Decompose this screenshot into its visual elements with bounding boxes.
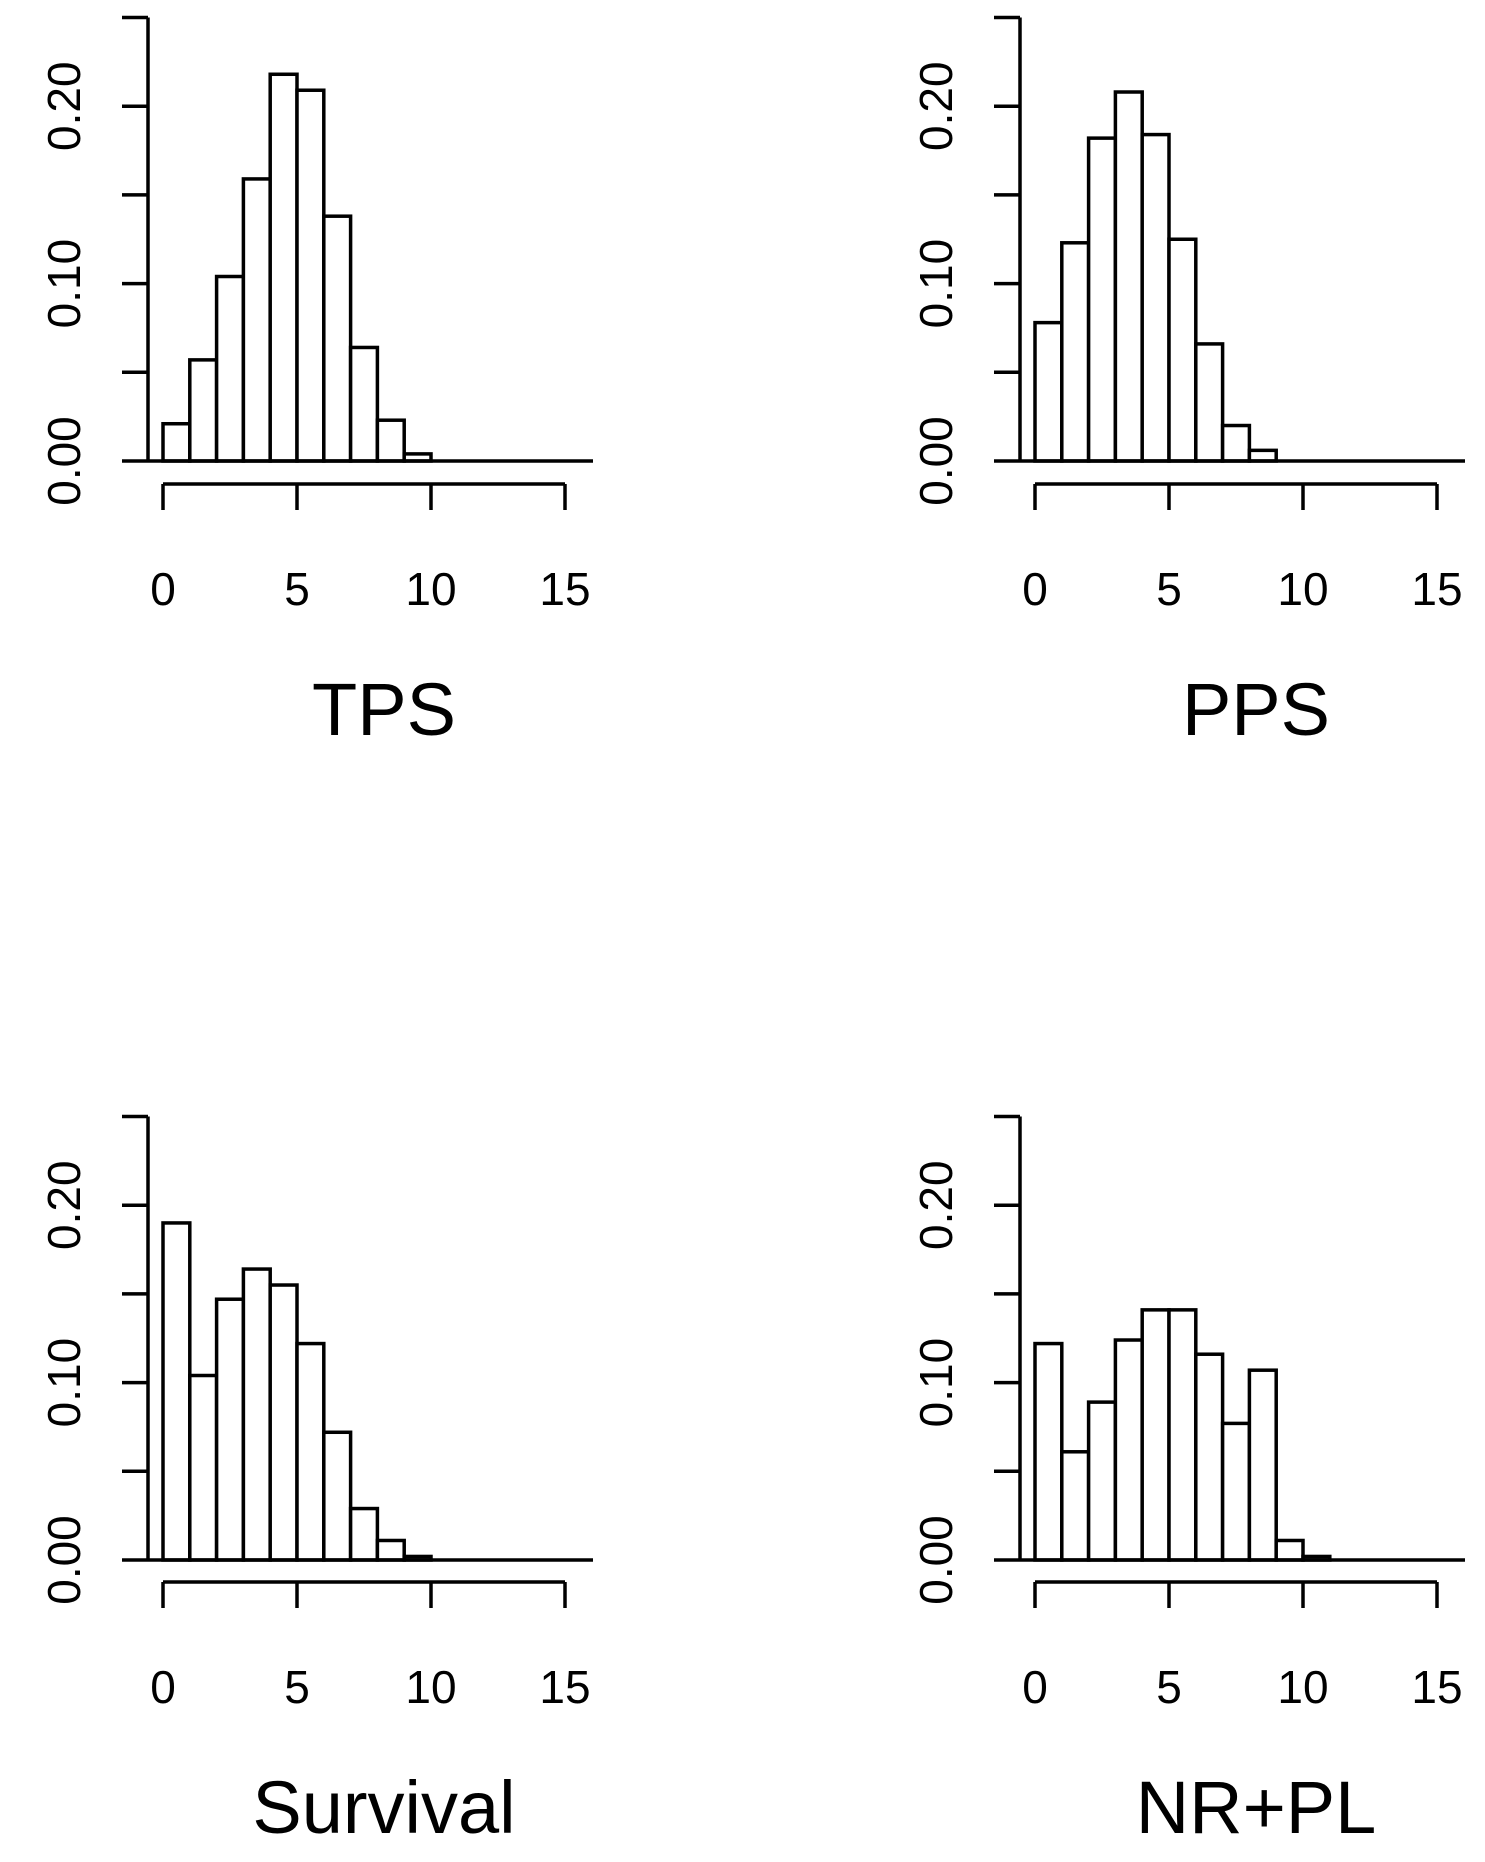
histogram-bar	[214, 1297, 246, 1562]
histogram-bar	[1086, 136, 1118, 463]
x-tick-label: 10	[405, 1661, 456, 1713]
y-tick-label: 0.00	[38, 416, 90, 506]
histogram-bar	[1167, 237, 1198, 463]
panel-survival: 0.00 0.10 0.20 0 5 10 15 Survival	[38, 1114, 593, 1849]
histogram-bar	[188, 1373, 219, 1562]
histogram-bar	[1194, 342, 1225, 463]
histogram-bar	[375, 418, 406, 463]
panel-title: TPS	[312, 668, 456, 751]
histogram-bar	[161, 421, 192, 463]
y-ticks: 0.00 0.10 0.20	[910, 1114, 1020, 1605]
histogram-bar	[295, 88, 326, 463]
y-tick-label: 0.10	[910, 1338, 962, 1428]
x-ticks: 0 5 10 15	[150, 482, 591, 615]
histogram-bar	[1220, 423, 1252, 463]
histogram-bar	[1140, 1308, 1171, 1562]
histogram-bar	[1060, 241, 1091, 463]
histogram-bar	[375, 1538, 406, 1562]
histogram-bar	[161, 1221, 192, 1562]
histogram-bar	[188, 358, 219, 463]
histogram-bar	[1086, 1400, 1118, 1562]
x-tick-label: 15	[539, 563, 590, 615]
panel-pps: 0.00 0.10 0.20 0 5 10 15 PPS	[910, 15, 1465, 751]
histogram-bars	[1033, 90, 1278, 463]
panel-nr-pl: 0.00 0.10 0.20 0 5 10 15 NR+PL	[910, 1114, 1465, 1849]
y-tick-label: 0.00	[910, 416, 962, 506]
histogram-bar	[1033, 320, 1064, 463]
histogram-bars	[161, 1221, 433, 1562]
histogram-bar	[1220, 1421, 1252, 1562]
histogram-bar	[1113, 90, 1144, 463]
x-ticks: 0 5 10 15	[150, 1580, 591, 1713]
panel-title: NR+PL	[1136, 1766, 1377, 1849]
histogram-bar	[322, 214, 353, 463]
histogram-bar	[1140, 132, 1171, 463]
x-ticks: 0 5 10 15	[1022, 482, 1463, 615]
y-tick-label: 0.20	[910, 61, 962, 151]
panel-title: PPS	[1182, 668, 1330, 751]
histogram-bar	[268, 1283, 299, 1562]
y-tick-label: 0.10	[910, 239, 962, 329]
panel-tps: 0.00 0.10 0.20 0 5 10 15 TPS	[38, 15, 593, 751]
histogram-bar	[214, 274, 246, 463]
histogram-bar	[348, 345, 380, 463]
y-ticks: 0.00 0.10 0.20	[910, 15, 1020, 506]
x-tick-label: 0	[1022, 1661, 1048, 1713]
histogram-bar	[1274, 1538, 1305, 1562]
y-tick-label: 0.10	[38, 1338, 90, 1428]
x-tick-label: 0	[150, 1661, 176, 1713]
y-tick-label: 0.00	[38, 1515, 90, 1605]
histogram-bar	[322, 1430, 353, 1562]
y-tick-label: 0.20	[38, 1160, 90, 1250]
histogram-bar	[1033, 1341, 1064, 1562]
histogram-bar	[1113, 1338, 1144, 1562]
y-tick-label: 0.00	[910, 1515, 962, 1605]
x-tick-label: 10	[1277, 1661, 1328, 1713]
histogram-bar	[1167, 1308, 1198, 1562]
histogram-bars	[161, 72, 433, 463]
histogram-bars	[1033, 1308, 1332, 1562]
histogram-bar	[241, 1267, 272, 1562]
x-tick-label: 5	[1156, 1661, 1182, 1713]
histogram-bar	[295, 1341, 326, 1562]
x-tick-label: 15	[1411, 563, 1462, 615]
y-ticks: 0.00 0.10 0.20	[38, 15, 148, 506]
x-tick-label: 0	[150, 563, 176, 615]
histogram-bar	[241, 177, 272, 463]
x-tick-label: 0	[1022, 563, 1048, 615]
y-ticks: 0.00 0.10 0.20	[38, 1114, 148, 1605]
y-tick-label: 0.10	[38, 239, 90, 329]
x-tick-label: 15	[539, 1661, 590, 1713]
y-tick-label: 0.20	[38, 61, 90, 151]
histogram-bar	[1247, 1368, 1278, 1562]
histogram-bar	[1194, 1352, 1225, 1562]
histogram-bar	[268, 72, 299, 463]
x-tick-label: 15	[1411, 1661, 1462, 1713]
histogram-bar	[1060, 1450, 1091, 1562]
x-tick-label: 5	[284, 1661, 310, 1713]
x-tick-label: 5	[1156, 563, 1182, 615]
histogram-bar	[348, 1506, 380, 1562]
x-ticks: 0 5 10 15	[1022, 1580, 1463, 1713]
y-tick-label: 0.20	[910, 1160, 962, 1250]
x-tick-label: 10	[405, 563, 456, 615]
x-tick-label: 10	[1277, 563, 1328, 615]
x-tick-label: 5	[284, 563, 310, 615]
panel-title: Survival	[252, 1766, 515, 1849]
